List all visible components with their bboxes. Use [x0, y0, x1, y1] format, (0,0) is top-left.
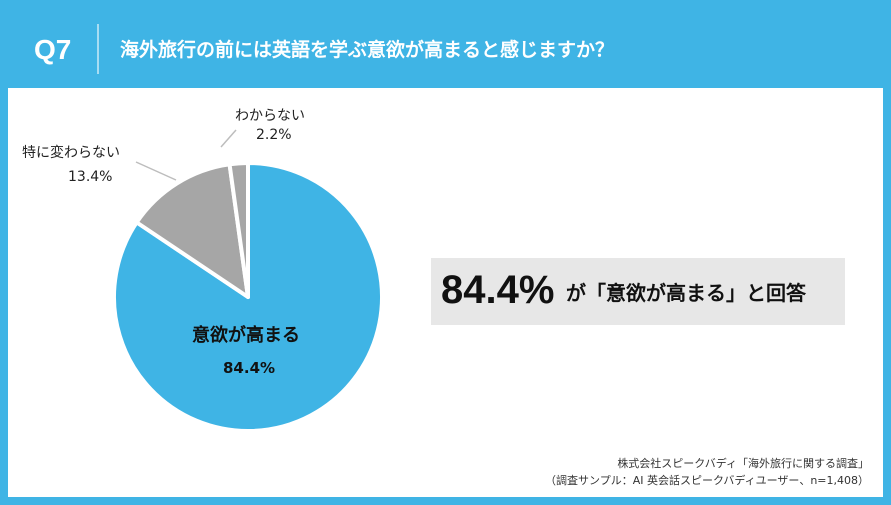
- header-divider: [97, 24, 99, 74]
- slice-value-no-change: 13.4%: [68, 169, 113, 185]
- slice-value-motivated: 84.4%: [223, 359, 276, 377]
- question-title: 海外旅行の前には英語を学ぶ意欲が高まると感じますか？: [120, 39, 615, 61]
- result-callout: 84.4% が「意欲が高まる」と回答: [431, 258, 845, 325]
- pie-chart: [112, 129, 384, 433]
- slice-label-no-change: 特に変わらない: [22, 145, 120, 161]
- source-line-1: 株式会社スピークバディ「海外旅行に関する調査」: [617, 457, 869, 470]
- question-number: Q7: [34, 34, 72, 65]
- callout-text: が「意欲が高まる」と回答: [566, 281, 806, 305]
- leader-line-dont-know: [220, 129, 237, 148]
- pie-slice-dont-know: [227, 161, 250, 299]
- question-header: Q7 海外旅行の前には英語を学ぶ意欲が高まると感じますか？: [0, 0, 891, 90]
- slice-label-dont-know: わからない: [235, 108, 305, 124]
- slice-value-dont-know: 2.2%: [256, 127, 292, 143]
- callout-percent: 84.4%: [441, 268, 555, 312]
- pie-slice-no-change: [134, 162, 250, 299]
- source-line-2: （調査サンプル：AI 英会話スピークバディユーザー、n=1,408）: [545, 474, 869, 487]
- leader-line-no-change: [135, 161, 177, 181]
- slice-label-motivated: 意欲が高まる: [192, 325, 300, 346]
- chart-panel: わからない 2.2% 特に変わらない 13.4% 意欲が高まる 84.4% 84…: [8, 88, 883, 497]
